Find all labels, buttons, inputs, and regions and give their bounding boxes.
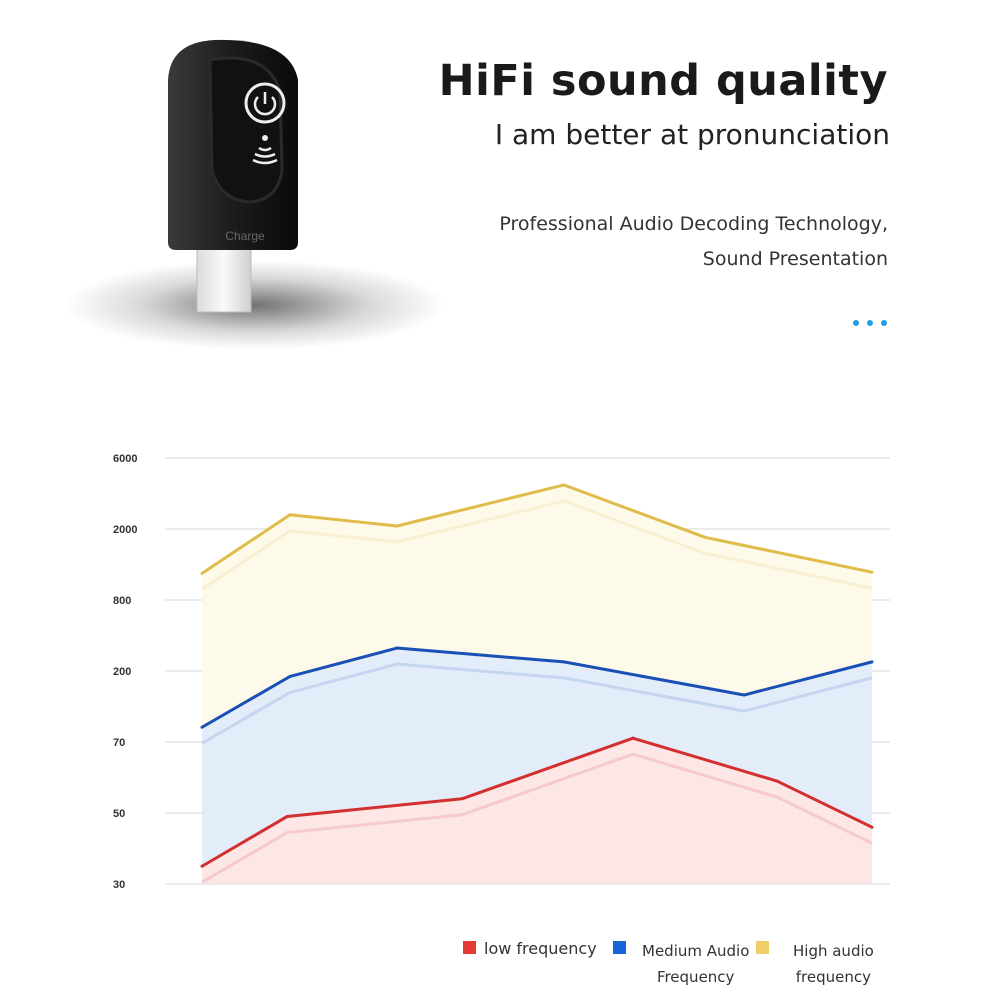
data-point — [200, 725, 204, 729]
y-tick-label: 30 — [113, 879, 125, 891]
legend-label: Medium Audio Frequency — [642, 942, 750, 986]
series-shadow-line — [201, 662, 873, 745]
description-line-1: Professional Audio Decoding Technology, — [499, 213, 888, 235]
data-point — [460, 797, 464, 801]
data-point — [870, 570, 874, 574]
charge-label: Charge — [225, 229, 265, 243]
product-image: Charge — [40, 20, 460, 360]
data-point — [742, 693, 746, 697]
data-point — [870, 660, 874, 664]
legend-swatch — [613, 941, 626, 954]
legend-label: low frequency — [484, 939, 597, 958]
data-point — [775, 779, 779, 783]
y-tick-label: 6000 — [113, 453, 137, 465]
y-tick-label: 800 — [113, 595, 131, 607]
data-point — [562, 660, 566, 664]
data-point — [703, 535, 707, 539]
description-line-2: Sound Presentation — [702, 248, 888, 270]
data-point — [870, 825, 874, 829]
series-line — [201, 736, 873, 868]
y-tick-label: 2000 — [113, 524, 137, 536]
legend-swatch — [463, 941, 476, 954]
wireless-signal-icon — [252, 135, 278, 165]
legend-label: High audio frequency — [793, 942, 874, 986]
data-point — [562, 483, 566, 487]
legend-swatch — [756, 941, 769, 954]
page-title: HiFi sound quality — [438, 56, 888, 106]
y-tick-label: 200 — [113, 666, 131, 678]
page-subtitle: I am better at pronunciation — [494, 118, 890, 151]
data-point — [200, 864, 204, 868]
series-line — [201, 646, 873, 729]
series-area — [202, 738, 872, 884]
y-tick-label: 50 — [113, 808, 125, 820]
series-line — [201, 483, 873, 575]
legend-item-low: low frequency — [463, 938, 597, 960]
data-point — [395, 524, 399, 528]
data-point — [288, 674, 292, 678]
series-shadow-line — [201, 499, 873, 591]
data-point — [631, 736, 635, 740]
data-point — [285, 815, 289, 819]
legend-item-medium: Medium Audio Frequency — [613, 938, 749, 990]
data-point — [288, 513, 292, 517]
legend-item-high: High audio frequency — [756, 938, 874, 990]
data-point — [395, 646, 399, 650]
power-icon — [244, 82, 286, 124]
series-shadow-line — [201, 752, 873, 884]
ellipsis-dots-icon — [853, 320, 887, 326]
frequency-chart: 6000 2000 800 200 70 50 30 — [113, 453, 890, 891]
y-tick-label: 70 — [113, 737, 125, 749]
data-point — [200, 571, 204, 575]
